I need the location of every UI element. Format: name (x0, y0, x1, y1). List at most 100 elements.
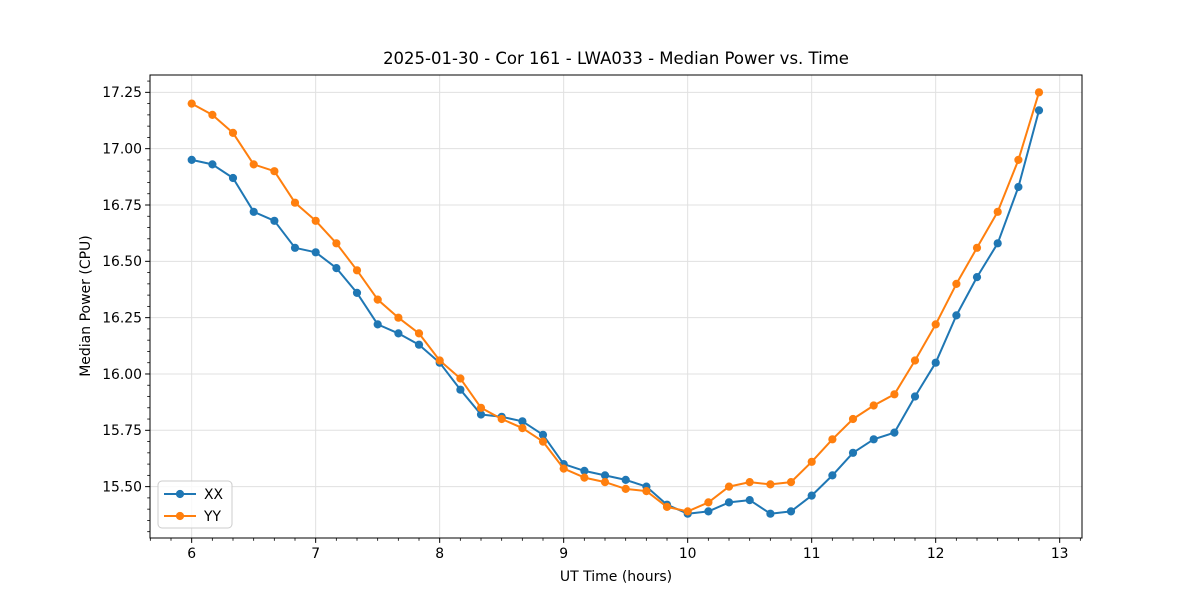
data-point-xx (1034, 106, 1044, 115)
data-point-xx (187, 155, 196, 164)
data-point-yy (766, 480, 775, 489)
data-point-xx (786, 507, 796, 516)
y-tick-label: 16.25 (102, 310, 142, 326)
data-series (187, 88, 1044, 518)
y-tick-label: 15.75 (102, 423, 142, 439)
data-point-yy (538, 437, 548, 446)
data-point-yy (435, 356, 444, 365)
data-point-xx (848, 448, 858, 457)
series-line-xx (191, 110, 1040, 515)
data-point-xx (394, 329, 403, 338)
data-point-xx (352, 288, 362, 297)
data-point-yy (662, 502, 672, 511)
x-tick-label: 11 (803, 546, 821, 562)
data-point-yy (683, 507, 692, 516)
data-point-yy (745, 478, 754, 487)
data-point-yy (642, 487, 651, 496)
grid-lines (150, 75, 1082, 538)
tick-labels: 6 7 8 9 10 11 12 13 15.50 15.75 16.00 16.25 16.50 16.… (102, 85, 1068, 562)
legend-marker-xx (175, 489, 185, 499)
data-point-xx (972, 273, 982, 282)
data-point-xx (704, 507, 713, 516)
y-tick-label: 15.50 (102, 479, 142, 495)
plot-border (149, 74, 1083, 539)
chart-title: 2025-01-30 - Cor 161 - LWA033 - Median P… (383, 49, 849, 68)
y-tick-label: 16.50 (102, 254, 142, 270)
data-point-yy (311, 216, 320, 225)
data-point-yy (373, 295, 382, 304)
data-point-yy (332, 239, 341, 248)
legend: XX YY (157, 480, 233, 529)
data-point-xx (311, 248, 320, 257)
data-point-yy (786, 478, 796, 487)
data-point-xx (621, 475, 630, 484)
data-point-xx (745, 496, 754, 505)
data-point-yy (931, 320, 940, 329)
data-point-xx (228, 173, 238, 183)
axis-ticks (145, 80, 1081, 543)
y-tick-label: 17.25 (102, 85, 142, 101)
data-point-yy (414, 329, 424, 338)
data-point-xx (766, 509, 775, 518)
data-point-xx (931, 358, 940, 367)
x-tick-label: 6 (187, 546, 196, 562)
data-point-xx (414, 340, 424, 349)
data-point-yy (952, 279, 961, 288)
x-tick-label: 8 (435, 546, 444, 562)
data-point-xx (249, 207, 258, 216)
data-point-yy (1034, 88, 1044, 97)
data-point-yy (724, 482, 734, 491)
data-point-yy (890, 390, 899, 399)
data-point-xx (208, 160, 217, 169)
data-point-yy (456, 374, 465, 383)
data-point-xx (290, 243, 300, 252)
x-tick-label: 9 (559, 546, 568, 562)
data-point-xx (270, 216, 279, 225)
data-point-yy (228, 128, 238, 137)
data-point-xx (910, 392, 920, 401)
data-point-yy (497, 414, 506, 424)
series-line-yy (191, 92, 1040, 513)
data-point-yy (518, 424, 527, 433)
data-point-yy (187, 99, 196, 108)
data-point-xx (456, 385, 465, 394)
x-tick-label: 12 (927, 546, 945, 562)
y-tick-label: 16.00 (102, 367, 142, 383)
y-tick-label: 16.75 (102, 198, 142, 214)
data-point-xx (869, 435, 878, 444)
data-point-yy (1014, 155, 1023, 164)
data-point-yy (704, 498, 713, 507)
data-point-xx (600, 471, 610, 480)
data-point-yy (290, 198, 300, 207)
x-tick-label: 10 (679, 546, 697, 562)
data-point-yy (621, 484, 630, 493)
data-point-xx (332, 264, 341, 273)
data-point-xx (580, 466, 589, 475)
data-point-xx (807, 491, 816, 500)
data-point-xx (993, 239, 1002, 248)
data-point-xx (952, 311, 961, 320)
legend-label-yy: YY (203, 509, 221, 525)
data-point-yy (394, 313, 403, 322)
data-point-xx (518, 417, 527, 426)
data-point-yy (476, 403, 486, 412)
data-point-yy (270, 167, 279, 176)
data-point-yy (993, 207, 1002, 216)
x-tick-label: 7 (311, 546, 320, 562)
data-point-xx (724, 498, 734, 507)
data-point-xx (828, 471, 837, 480)
data-point-yy (249, 160, 258, 169)
data-point-xx (373, 320, 382, 329)
data-point-xx (1014, 182, 1023, 192)
data-point-yy (807, 457, 816, 466)
data-point-yy (580, 473, 589, 482)
data-point-yy (600, 478, 610, 487)
data-point-yy (848, 414, 858, 424)
data-point-yy (208, 110, 217, 119)
data-point-yy (559, 464, 568, 473)
legend-marker-yy (175, 511, 185, 521)
x-axis-label: UT Time (hours) (560, 569, 672, 585)
y-tick-label: 17.00 (102, 141, 142, 157)
